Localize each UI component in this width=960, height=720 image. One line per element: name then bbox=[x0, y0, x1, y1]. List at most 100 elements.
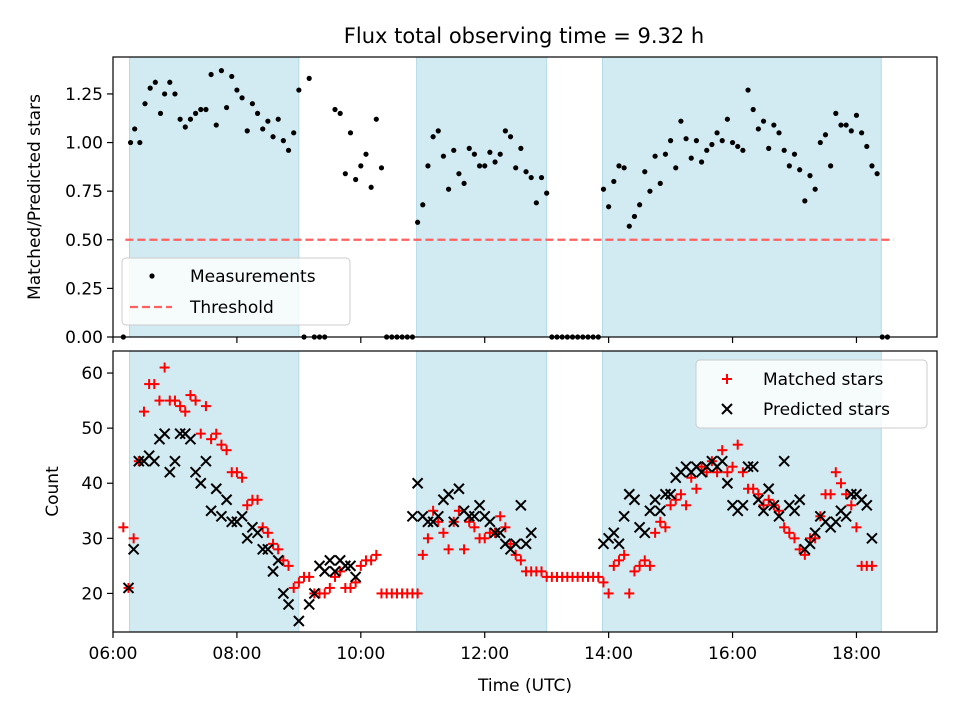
matched-point bbox=[118, 522, 129, 533]
measurement-point bbox=[223, 104, 230, 111]
matched-point bbox=[469, 522, 480, 533]
measurement-point bbox=[456, 171, 462, 177]
y-tick-label: 30 bbox=[81, 529, 103, 549]
measurement-point bbox=[652, 153, 658, 159]
matched-point bbox=[779, 522, 790, 533]
matched-point bbox=[500, 522, 511, 533]
matched-point bbox=[619, 549, 630, 560]
matched-point bbox=[613, 555, 624, 566]
measurement-point bbox=[719, 138, 725, 144]
matched-point bbox=[154, 395, 165, 406]
measurement-point bbox=[285, 147, 292, 153]
matched-point bbox=[722, 467, 733, 478]
y-tick-label: 1.00 bbox=[65, 134, 103, 154]
matched-point bbox=[273, 544, 284, 555]
matched-point bbox=[634, 560, 645, 571]
matched-point bbox=[675, 489, 686, 500]
measurement-point bbox=[791, 151, 798, 157]
measurement-point bbox=[776, 130, 782, 136]
predicted-point bbox=[127, 543, 140, 556]
measurement-point bbox=[260, 126, 266, 132]
measurement-point bbox=[203, 106, 209, 113]
predicted-point bbox=[205, 505, 217, 517]
predicted-point bbox=[840, 510, 852, 523]
predicted-point bbox=[778, 455, 790, 467]
measurement-point bbox=[662, 151, 669, 157]
matched-point bbox=[670, 494, 681, 505]
predicted-point bbox=[654, 505, 666, 517]
matched-point bbox=[495, 511, 506, 522]
measurement-point bbox=[771, 122, 777, 128]
measurement-point bbox=[239, 95, 245, 101]
predicted-point bbox=[752, 494, 765, 506]
y-tick-label: 0.50 bbox=[65, 231, 103, 251]
predicted-point bbox=[324, 554, 336, 567]
measurement-point bbox=[626, 223, 632, 229]
matched-point bbox=[681, 500, 692, 511]
predicted-point bbox=[226, 516, 238, 528]
measurement-point bbox=[415, 219, 421, 225]
measurement-point bbox=[162, 91, 168, 97]
legend-label: Measurements bbox=[190, 267, 316, 287]
legend-marker-matched bbox=[722, 374, 732, 384]
measurement-point bbox=[606, 204, 612, 210]
y-tick-label: 0.00 bbox=[65, 328, 103, 348]
matched-point bbox=[417, 549, 428, 560]
matched-point bbox=[350, 577, 361, 588]
predicted-point bbox=[241, 532, 253, 545]
measurement-point bbox=[254, 110, 261, 116]
measurement-point bbox=[497, 151, 503, 157]
measurement-point bbox=[487, 149, 493, 155]
predicted-point bbox=[267, 565, 279, 578]
measurement-point bbox=[683, 136, 689, 142]
legend-label: Predicted stars bbox=[763, 400, 890, 420]
predicted-point bbox=[210, 483, 222, 495]
predicted-point bbox=[489, 527, 501, 539]
legend-marker-predicted bbox=[721, 403, 733, 415]
matched-point bbox=[830, 467, 841, 478]
x-tick-label: 16:00 bbox=[708, 644, 757, 664]
matched-point bbox=[304, 571, 315, 582]
matched-point bbox=[190, 395, 201, 406]
predicted-point bbox=[644, 505, 656, 517]
predicted-point bbox=[484, 516, 496, 528]
matched-point bbox=[784, 527, 795, 538]
predicted-point bbox=[318, 565, 331, 578]
measurement-point bbox=[678, 118, 684, 124]
measurement-point bbox=[127, 139, 134, 146]
measurement-point bbox=[213, 122, 219, 128]
y-tick-label: 20 bbox=[81, 584, 103, 604]
measurement-point bbox=[152, 79, 158, 85]
measurement-point bbox=[817, 139, 823, 146]
measurement-point bbox=[833, 110, 839, 116]
predicted-point bbox=[515, 499, 527, 511]
predicted-point bbox=[793, 494, 806, 506]
shaded-interval bbox=[416, 350, 548, 633]
measurement-point bbox=[502, 128, 508, 134]
measurement-point bbox=[218, 68, 225, 74]
predicted-point bbox=[737, 499, 749, 511]
predicted-point bbox=[463, 510, 475, 523]
x-tick-label: 12:00 bbox=[460, 644, 509, 664]
matched-point bbox=[283, 560, 294, 571]
measurement-point bbox=[729, 139, 736, 146]
matched-point bbox=[696, 461, 707, 472]
matched-point bbox=[593, 571, 604, 582]
predicted-point bbox=[164, 466, 176, 478]
y-tick-label: 60 bbox=[81, 364, 103, 384]
measurement-point bbox=[363, 151, 369, 157]
measurement-point bbox=[673, 165, 679, 171]
measurement-point bbox=[848, 128, 854, 134]
predicted-point bbox=[448, 516, 460, 528]
measurement-point bbox=[182, 124, 188, 130]
matched-point bbox=[727, 461, 738, 472]
measurement-point bbox=[137, 139, 143, 146]
matched-point bbox=[598, 577, 609, 588]
measurement-point bbox=[296, 87, 302, 93]
predicted-point bbox=[293, 615, 305, 627]
matched-point bbox=[237, 472, 248, 483]
measurement-point bbox=[693, 138, 700, 144]
measurement-point bbox=[476, 163, 483, 169]
matched-point bbox=[665, 500, 676, 511]
predicted-point bbox=[432, 510, 444, 523]
